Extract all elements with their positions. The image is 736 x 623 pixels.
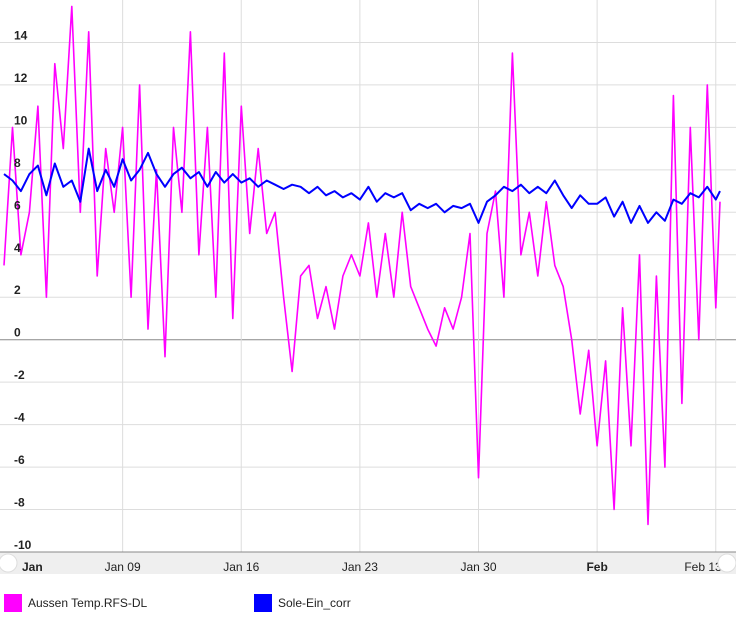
legend-item-aussen-temp[interactable]: Aussen Temp.RFS-DL — [4, 592, 147, 614]
x-tick-label: Jan 09 — [105, 560, 141, 574]
y-tick-label: -10 — [14, 538, 32, 552]
y-tick-label: 10 — [14, 113, 28, 127]
y-tick-label: -4 — [14, 411, 25, 425]
scroll-right-handle[interactable] — [717, 553, 736, 573]
y-tick-label: 2 — [14, 283, 21, 297]
scroll-left-handle[interactable] — [0, 553, 18, 573]
x-tick-label: Feb — [586, 560, 607, 574]
y-axis-tick-labels: 14 12 10 8 6 4 2 0 -2 -4 -6 -8 -10 — [14, 28, 32, 552]
legend-swatch-aussen-temp — [4, 594, 22, 612]
y-tick-label: 6 — [14, 198, 21, 212]
series-lines — [3, 5, 721, 526]
legend-label-aussen-temp: Aussen Temp.RFS-DL — [28, 596, 148, 610]
y-tick-label: -6 — [14, 453, 25, 467]
x-axis-tick-labels: Jan Jan 09 Jan 16 Jan 23 Jan 30 Feb Feb 13 — [22, 560, 722, 574]
y-tick-label: -8 — [14, 496, 25, 510]
y-tick-label: 8 — [14, 156, 21, 170]
y-tick-label: -2 — [14, 368, 25, 382]
x-axis-bar — [0, 552, 736, 574]
grid-lines — [0, 0, 736, 553]
y-tick-label: 0 — [14, 326, 21, 340]
legend-label-sole-ein: Sole-Ein_corr — [278, 596, 351, 610]
x-tick-label: Jan — [22, 560, 43, 574]
legend-item-sole-ein[interactable]: Sole-Ein_corr — [254, 592, 351, 614]
series-line-aussen-temp — [3, 5, 721, 526]
y-tick-label: 14 — [14, 28, 28, 42]
y-tick-label: 4 — [14, 241, 21, 255]
y-tick-label: 12 — [14, 71, 28, 85]
x-tick-label: Jan 23 — [342, 560, 378, 574]
series-line-sole-ein — [3, 147, 721, 224]
x-tick-label: Jan 16 — [223, 560, 259, 574]
x-tick-label: Feb 13 — [684, 560, 722, 574]
legend-swatch-sole-ein — [254, 594, 272, 612]
x-tick-label: Jan 30 — [460, 560, 496, 574]
